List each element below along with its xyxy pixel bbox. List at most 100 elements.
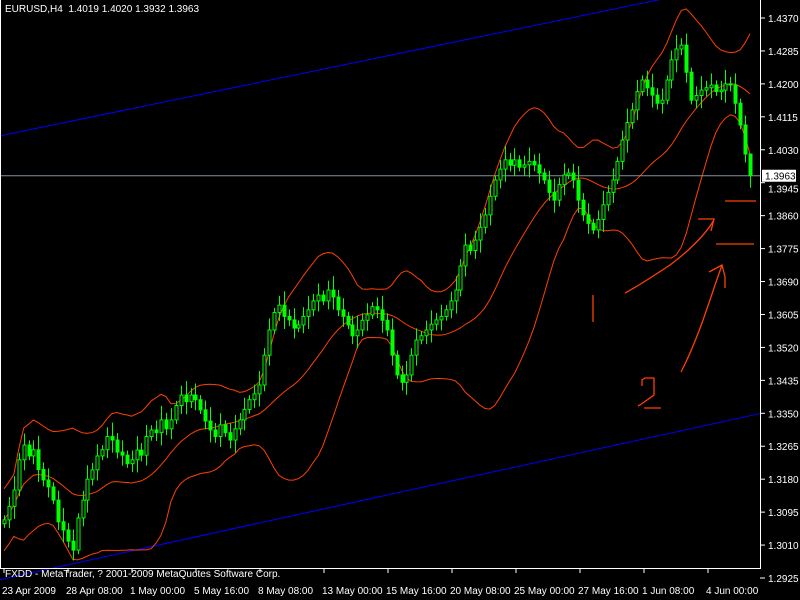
candle-body-bull <box>301 315 306 326</box>
candle <box>527 147 532 178</box>
x-tick-label: 8 May 08:00 <box>258 586 313 597</box>
candle-body-bull <box>169 419 174 430</box>
candle <box>704 80 709 97</box>
candle-body-bear <box>228 432 233 441</box>
candle <box>71 529 76 561</box>
candle-body-bull <box>473 239 478 252</box>
candle <box>164 412 169 436</box>
candle <box>159 405 164 446</box>
candle-body-bear <box>591 222 596 231</box>
candle-body-bull <box>174 405 179 421</box>
candle <box>581 193 586 222</box>
candle <box>694 86 699 109</box>
candle-body-bull <box>105 436 110 451</box>
candle <box>61 507 66 543</box>
candle <box>468 240 473 255</box>
candle-body-bull <box>267 329 272 356</box>
candle <box>463 233 468 277</box>
candle-body-bear <box>184 394 189 403</box>
y-tick-label: 1.2925 <box>768 574 799 585</box>
candle <box>429 310 434 343</box>
candle <box>562 163 567 196</box>
candle-body-bear <box>645 79 650 89</box>
candle-body-bear <box>547 179 552 193</box>
candle <box>139 443 144 462</box>
channel-line-2[interactable] <box>0 413 761 581</box>
candle <box>2 515 7 528</box>
candle-body-bull <box>709 84 714 89</box>
y-tick-label: 1.3945 <box>768 185 799 196</box>
candle-body-bull <box>458 265 463 291</box>
candle-body-bull <box>419 335 424 341</box>
candle-body-bull <box>252 393 257 401</box>
candle <box>449 291 454 319</box>
channel-line-1[interactable] <box>0 0 760 137</box>
candle <box>174 400 179 425</box>
candle <box>208 407 213 443</box>
candle-body-bull <box>17 459 22 491</box>
candle-body-bull <box>355 329 360 337</box>
candle <box>606 185 611 212</box>
candle <box>645 70 650 97</box>
candle <box>242 397 247 431</box>
y-tick-label: 1.3605 <box>768 310 799 321</box>
candle <box>498 159 503 189</box>
candle-body-bull <box>316 294 321 302</box>
candle <box>252 384 257 409</box>
candle-body-bull <box>311 300 316 311</box>
candle-body-bull <box>370 306 375 316</box>
y-tick-label: 1.3180 <box>768 475 799 486</box>
candle <box>390 318 395 366</box>
candle <box>169 408 174 440</box>
candle-body-bull <box>262 354 267 386</box>
candle <box>596 210 601 239</box>
candle-body-bear <box>341 309 346 317</box>
candle-body-bull <box>85 478 90 501</box>
candle-body-bull <box>719 89 724 93</box>
candle-body-bear <box>46 479 51 488</box>
candle-body-bull <box>326 289 331 302</box>
candle-body-bear <box>380 309 385 321</box>
candle-body-bull <box>625 122 630 141</box>
candle-body-bear <box>56 499 61 523</box>
candle-body-bear <box>223 424 228 434</box>
candle-body-bull <box>562 174 567 186</box>
candle <box>316 283 321 312</box>
candle-body-bull <box>277 304 282 314</box>
current-price-label: 1.3963 <box>762 169 796 183</box>
candle <box>76 513 81 555</box>
candle <box>512 148 517 176</box>
candle-body-bull <box>130 459 135 465</box>
candle <box>714 80 719 96</box>
candle <box>458 259 463 297</box>
candle-body-bull <box>22 444 27 461</box>
candle-body-bear <box>655 94 660 104</box>
candle-body-bear <box>517 159 522 168</box>
candle-body-bull <box>723 83 728 91</box>
candle-body-bull <box>527 160 532 166</box>
candle <box>135 436 140 473</box>
bb-upper-band <box>3 8 751 490</box>
candle-body-bear <box>331 289 336 298</box>
x-tick-label: 13 May 00:00 <box>322 586 383 597</box>
arrow-drawing-1 <box>624 218 715 294</box>
candle <box>22 433 27 471</box>
candle-body-bull <box>498 168 503 181</box>
candle-body-bull <box>679 44 684 50</box>
y-tick-label: 1.4115 <box>768 113 798 124</box>
candle-body-bull <box>306 309 311 317</box>
candle-body-bear <box>139 449 144 456</box>
y-axis-ticks: 1.4370 1.4285 1.4200 1.4115 1.4030 1.3945 1.38… <box>760 14 799 585</box>
candle-body-bull <box>2 519 7 525</box>
candle <box>360 313 365 337</box>
candle-body-bull <box>503 159 508 170</box>
candle <box>385 313 390 337</box>
candle <box>517 155 522 172</box>
candle-body-bull <box>429 323 434 331</box>
candle-body-bull <box>699 89 704 97</box>
candle <box>95 444 100 481</box>
candle-body-bull <box>247 399 252 410</box>
candle <box>247 395 252 414</box>
candle <box>655 88 660 110</box>
